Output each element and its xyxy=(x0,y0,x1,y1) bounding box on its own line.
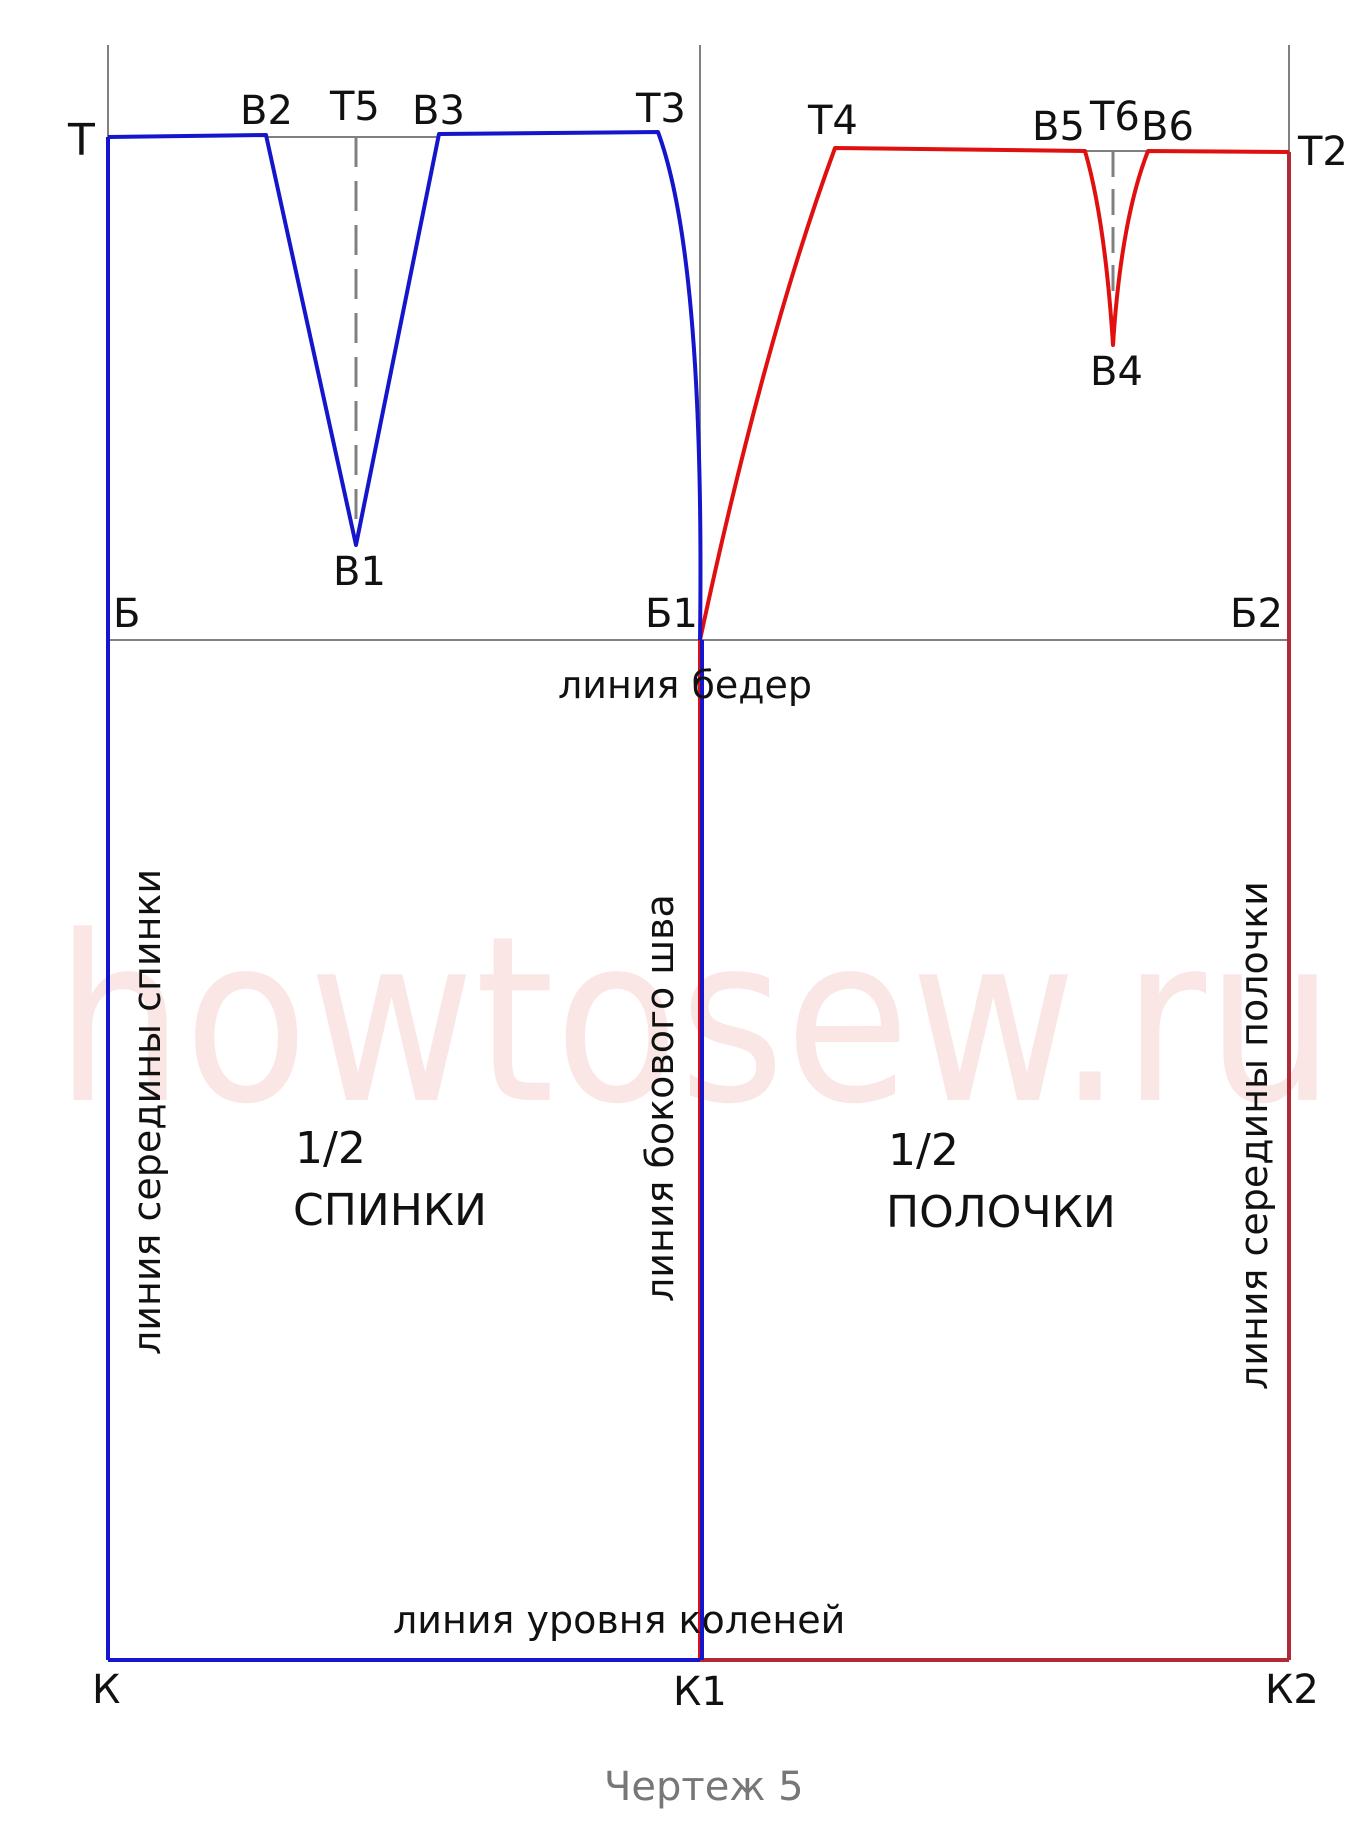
point-label-v5: В5 xyxy=(1032,104,1085,150)
front-center-line-label: линия середины полочки xyxy=(1232,881,1276,1390)
side-seam-line-label: линия бокового шва xyxy=(638,894,682,1302)
back-half-outline xyxy=(106,130,704,1662)
point-label-v1: В1 xyxy=(333,549,386,595)
point-label-t4: Т4 xyxy=(807,98,858,144)
back-center-line-label: линия середины спинки xyxy=(125,869,169,1355)
point-label-k2: К2 xyxy=(1265,1667,1319,1713)
point-label-b1: Б1 xyxy=(645,591,698,637)
point-labels: Т В2 Т5 В3 Т3 Т4 В5 Т6 В6 Т2 В4 В1 Б Б1 … xyxy=(67,84,1348,1715)
point-label-b2: Б2 xyxy=(1230,591,1283,637)
back-waist-and-dart xyxy=(107,130,703,641)
front-waist-curve xyxy=(698,146,1290,641)
point-label-t: Т xyxy=(67,115,95,166)
knee-line-label: линия уровня коленей xyxy=(393,1598,845,1642)
point-label-b: Б xyxy=(113,591,140,637)
front-part-name: ПОЛОЧКИ xyxy=(886,1187,1116,1238)
point-label-t5: Т5 xyxy=(329,84,380,130)
back-part-fraction: 1/2 xyxy=(295,1123,366,1174)
point-label-v3: В3 xyxy=(412,88,465,134)
point-label-k: К xyxy=(92,1667,120,1713)
watermark: howtosew.ru xyxy=(55,888,1335,1155)
point-label-t2: Т2 xyxy=(1297,129,1348,175)
point-label-t6: Т6 xyxy=(1089,94,1140,140)
point-label-v4: В4 xyxy=(1090,349,1143,395)
front-part-fraction: 1/2 xyxy=(888,1125,959,1176)
point-label-k1: К1 xyxy=(673,1669,727,1715)
point-label-v2: В2 xyxy=(240,88,293,134)
back-part-name: СПИНКИ xyxy=(293,1185,487,1236)
hip-line-label: линия бедер xyxy=(558,663,812,707)
point-label-v6: В6 xyxy=(1141,104,1194,150)
point-label-t3: Т3 xyxy=(635,86,686,132)
drawing-caption: Чертеж 5 xyxy=(604,1764,804,1810)
